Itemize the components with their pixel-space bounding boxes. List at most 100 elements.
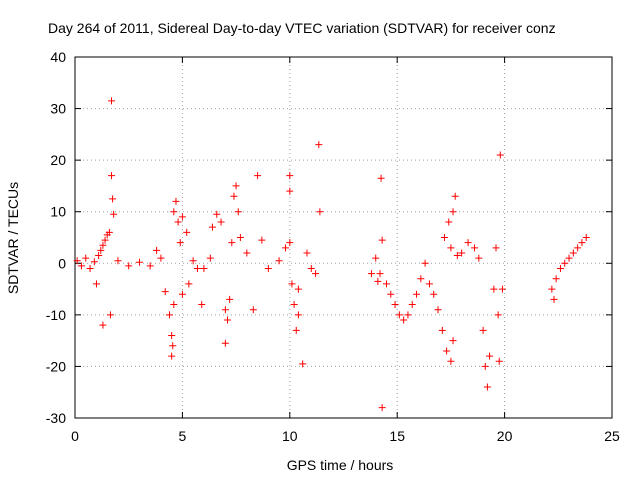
data-point [449,208,457,216]
data-point [378,236,386,244]
data-point [198,301,206,309]
data-point [234,208,242,216]
data-point [99,241,107,249]
data-point [99,321,107,329]
data-point [404,311,412,319]
x-tick-label: 20 [497,428,513,444]
data-point [447,244,455,252]
data-point [294,311,302,319]
data-point [282,244,290,252]
data-point [582,234,590,241]
data-point [254,172,262,180]
data-point [387,290,395,298]
data-point [108,172,116,180]
data-point [494,311,502,319]
data-point [86,264,94,272]
x-tick-label: 10 [282,428,298,444]
x-tick-label: 5 [179,428,187,444]
data-point [169,342,177,350]
data-point [176,239,184,247]
data-point [483,383,491,391]
data-point [232,182,240,190]
data-point [565,254,573,262]
data-point [230,192,238,200]
data-point [496,151,504,159]
data-point [458,249,466,257]
data-point [561,259,569,267]
data-point [372,254,380,262]
data-point [378,404,386,412]
y-tick-label: 0 [58,255,66,271]
y-tick-label: 30 [50,101,66,117]
data-point [166,311,174,319]
data-point [208,223,216,231]
data-point [552,275,560,283]
data-point [548,285,556,293]
data-point [110,210,118,218]
data-point [578,239,586,247]
data-point [374,277,382,285]
y-tick-label: -30 [46,410,66,426]
y-tick-label: 20 [50,152,66,168]
data-point [170,208,178,216]
data-point [556,264,564,272]
data-point [236,234,244,241]
x-axis: 0 5 10 15 20 25 [71,57,620,444]
data-point [408,301,416,309]
plot-frame [74,56,613,419]
data-point [486,352,494,360]
data-point [395,311,403,319]
data-point [146,262,154,270]
data-point [101,236,109,244]
data-point [286,239,294,247]
data-point [106,311,114,319]
data-point [243,249,251,257]
data-point [275,257,283,265]
data-point [479,326,487,334]
data-point [170,301,178,309]
data-point [316,208,324,216]
data-point [82,254,90,262]
x-tick-label: 15 [389,428,405,444]
data-point [434,306,442,314]
y-axis-label: SDTVAR / TECUs [5,182,21,294]
data-point [391,301,399,309]
data-point [185,280,193,288]
data-point [495,357,503,365]
data-point [382,280,390,288]
x-tick-label: 0 [71,428,79,444]
y-axis: -30 -20 -10 0 10 20 30 40 [46,49,612,426]
data-point [73,257,81,265]
data-point [490,285,498,293]
data-point [200,264,208,272]
data-point [249,306,257,314]
data-point [292,326,300,334]
data-point [217,218,225,226]
data-point [224,316,232,324]
data-series [73,97,590,412]
data-point [213,210,221,218]
data-point [464,239,472,247]
data-point [221,306,229,314]
data-point [440,234,448,241]
data-point [258,236,266,244]
data-point [443,347,451,355]
data-point [286,172,294,180]
x-axis-label: GPS time / hours [287,457,394,473]
data-point [189,257,197,265]
data-point [109,195,117,203]
data-point [451,192,459,200]
data-point [286,187,294,195]
data-point [376,270,384,278]
data-point [430,290,438,298]
data-point [206,254,214,262]
data-point [168,352,176,360]
data-point [264,264,272,272]
data-point [174,218,182,226]
data-point [453,252,461,260]
data-point [377,174,385,182]
y-tick-label: 10 [50,204,66,220]
data-point [449,337,457,345]
data-point [413,290,421,298]
